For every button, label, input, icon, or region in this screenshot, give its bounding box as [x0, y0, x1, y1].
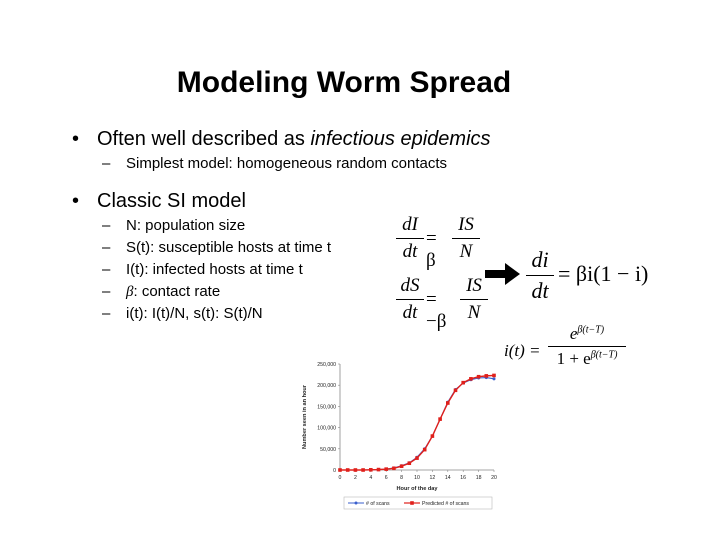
x-tick-label: 2 — [354, 475, 357, 481]
bullet-dot: • — [72, 190, 80, 212]
bullet-text: Often well described as — [97, 128, 311, 150]
data-point-predicted — [415, 456, 419, 460]
dash: – — [102, 155, 111, 172]
x-tick-label: 20 — [491, 475, 497, 481]
data-point-predicted — [384, 467, 388, 471]
data-point-predicted — [407, 461, 412, 466]
beta-symbol: β — [126, 284, 134, 300]
data-point-predicted — [353, 468, 358, 472]
legend-marker-predicted — [410, 501, 414, 505]
subitem-text: S(t): susceptible hosts at time t — [126, 239, 332, 256]
slide-title: Modeling Worm Spread — [176, 66, 512, 99]
x-axis-label: Hour of the day — [396, 486, 438, 492]
y-tick-label: 100,000 — [317, 426, 336, 432]
bullet-text: Classic SI model — [97, 190, 246, 212]
x-tick-label: 18 — [476, 475, 482, 481]
data-point-predicted — [492, 373, 496, 378]
y-axis-label: Number seen in an hour — [302, 384, 308, 449]
subitem-text: I(t): infected hosts at time t — [126, 261, 303, 278]
subitem-text: N: population size — [126, 217, 246, 234]
x-tick-label: 0 — [339, 475, 342, 481]
dash: – — [102, 283, 111, 300]
fraction-IS-N: IS N — [460, 275, 488, 324]
fraction-IS-N: IS N — [452, 214, 480, 263]
data-point-predicted — [484, 374, 489, 378]
dash: – — [102, 305, 111, 322]
data-point-predicted — [338, 468, 342, 472]
dash: – — [102, 261, 111, 278]
y-tick-label: 50,000 — [320, 447, 336, 453]
dash: – — [102, 239, 111, 256]
chart-svg: 0 50,000 100,000 150,000 200,000 250,000 0 2 4 6 8… — [302, 362, 497, 510]
x-tick-label: 14 — [445, 475, 451, 481]
data-point-predicted — [476, 374, 481, 379]
data-point-predicted — [430, 434, 435, 438]
data-point-predicted — [461, 380, 465, 385]
data-point-predicted — [361, 468, 365, 472]
data-point-predicted — [446, 401, 450, 405]
legend-marker-scans — [354, 501, 358, 505]
y-tick-label: 0 — [333, 468, 336, 474]
worm-spread-chart: 0 50,000 100,000 150,000 200,000 250,000 0 2 4 6 8… — [296, 356, 502, 522]
data-point-predicted — [376, 467, 381, 472]
lhs-i-of-t: i(t) = — [504, 341, 541, 360]
arrow-right-icon — [485, 263, 520, 285]
subitem-text: Simplest model: homogeneous random conta… — [126, 155, 448, 172]
fraction-solution: eβ(t−T) 1 + eβ(t−T) — [548, 324, 626, 369]
data-point-predicted — [453, 388, 458, 393]
data-point-predicted — [399, 464, 404, 468]
rhs-logistic: = βi(1 − i) — [558, 261, 649, 286]
subitem-text: i(t): I(t)/N, s(t): S(t)/N — [126, 305, 263, 322]
x-tick-label: 12 — [430, 475, 436, 481]
y-tick-label: 250,000 — [317, 362, 336, 368]
data-point-predicted — [422, 447, 427, 452]
equals-beta: = β — [426, 228, 437, 271]
dash: – — [102, 217, 111, 234]
fraction-di-dt: di dt — [526, 247, 554, 304]
data-point-scans — [492, 377, 496, 381]
data-point-predicted — [438, 417, 442, 421]
y-tick-label: 200,000 — [317, 383, 336, 389]
equals-minus-beta: = −β — [426, 289, 447, 332]
x-tick-label: 16 — [460, 475, 466, 481]
data-point-predicted — [392, 466, 396, 471]
data-point-predicted — [369, 467, 373, 472]
legend-label-scans: # of scans — [366, 501, 390, 507]
x-tick-label: 10 — [414, 475, 420, 481]
fraction-dI-dt: dI dt — [396, 214, 424, 263]
x-tick-label: 6 — [385, 475, 388, 481]
data-point-predicted — [469, 377, 473, 381]
data-point-predicted — [345, 468, 350, 472]
y-tick-label: 150,000 — [317, 404, 336, 410]
fraction-dS-dt: dS dt — [396, 275, 424, 324]
x-tick-label: 8 — [400, 475, 403, 481]
legend-label-predicted: Predicted # of scans — [422, 501, 469, 507]
bullet-dot: • — [72, 128, 80, 150]
x-tick-label: 4 — [369, 475, 372, 481]
bullet-text-italic: infectious epidemics — [310, 128, 491, 150]
subitem-text: : contact rate — [133, 283, 221, 300]
